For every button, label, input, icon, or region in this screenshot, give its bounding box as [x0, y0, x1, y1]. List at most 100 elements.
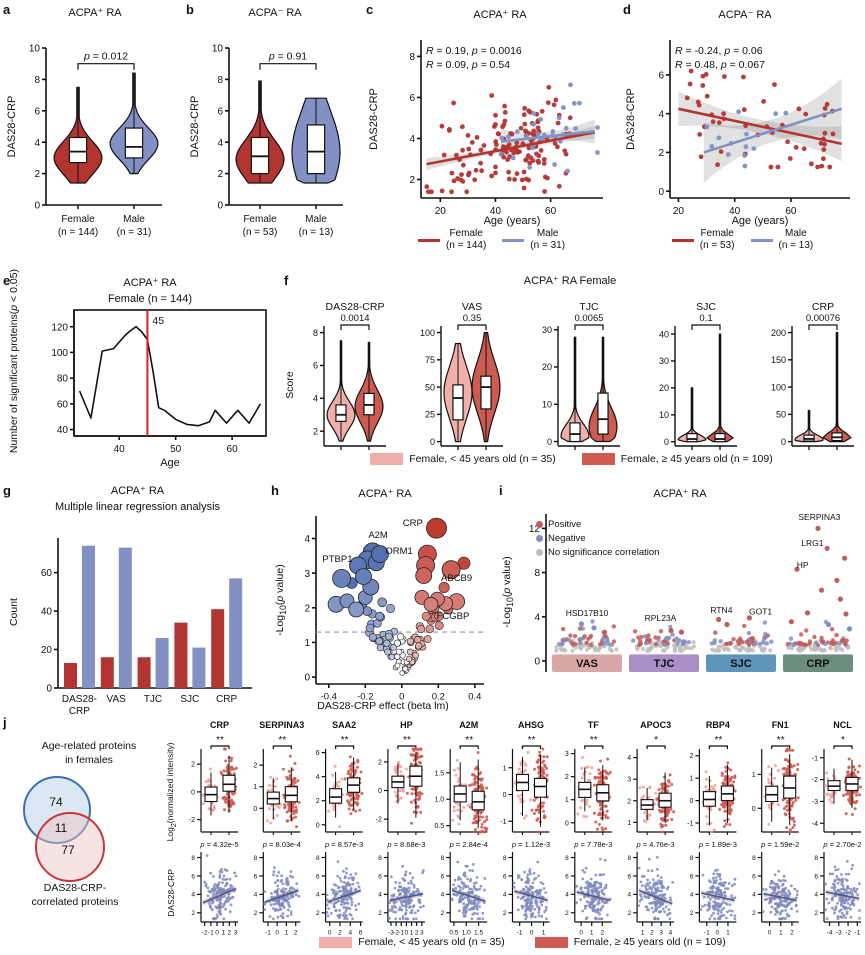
panel-a-title: ACPA⁺ RA	[68, 7, 122, 19]
svg-text:CRP: CRP	[210, 720, 229, 730]
svg-text:30: 30	[659, 356, 669, 366]
svg-text:0: 0	[768, 930, 772, 937]
venn-chart: 74 11 77	[23, 776, 105, 882]
svg-text:**: **	[715, 735, 723, 746]
svg-text:60: 60	[545, 206, 557, 217]
svg-text:1: 1	[726, 930, 730, 937]
panel-g-title-1: ACPA⁺ RA	[110, 485, 165, 497]
panel-d-chart: 0 2 4 6 20 40 60 R = -0.24, p = 0.06 R = 0.48, p…	[620, 0, 865, 265]
svg-text:0: 0	[716, 930, 720, 937]
svg-text:CRP: CRP	[216, 694, 237, 705]
svg-text:6: 6	[217, 106, 223, 117]
legend-item-old: Female, ≥ 45 years old (n = 109)	[581, 453, 773, 465]
svg-text:R = 0.48, p = 0.067: R = 0.48, p = 0.067	[675, 59, 765, 71]
svg-text:**: **	[590, 735, 598, 746]
svg-text:2: 2	[313, 426, 318, 436]
svg-text:60: 60	[41, 568, 53, 579]
young-swatch	[370, 453, 404, 465]
svg-text:10: 10	[212, 44, 224, 55]
panel-f-title: ACPA⁺ RA Female	[523, 275, 617, 287]
svg-text:0: 0	[405, 930, 409, 937]
svg-text:2: 2	[650, 930, 654, 937]
svg-text:0: 0	[328, 930, 332, 937]
svg-text:4: 4	[313, 394, 318, 404]
svg-text:0.00076: 0.00076	[806, 313, 840, 324]
strip-chart: 0 4 8 12 VAS HSD17B10 TJC RPL23A SJC RTN4 GOT1 CRP S…	[529, 512, 853, 672]
svg-text:2: 2	[304, 603, 310, 614]
svg-text:Female: Female	[243, 214, 277, 225]
svg-text:8: 8	[690, 855, 694, 862]
svg-text:6: 6	[316, 750, 320, 757]
svg-text:-4: -4	[827, 930, 833, 937]
svg-text:R = 0.09, p = 0.54: R = 0.09, p = 0.54	[426, 59, 510, 71]
svg-text:2: 2	[253, 763, 257, 770]
svg-text:20: 20	[435, 206, 447, 217]
svg-text:2: 2	[338, 930, 342, 937]
svg-text:-1: -1	[812, 755, 818, 762]
svg-text:40: 40	[114, 444, 126, 455]
svg-text:6: 6	[359, 930, 363, 937]
svg-text:2: 2	[316, 798, 320, 805]
svg-text:4: 4	[669, 930, 673, 937]
svg-text:40: 40	[659, 329, 669, 339]
svg-text:*: *	[654, 735, 658, 746]
svg-text:100: 100	[51, 348, 68, 359]
svg-text:0.0065: 0.0065	[574, 313, 603, 324]
svg-text:100: 100	[771, 382, 786, 392]
svg-text:0: 0	[253, 806, 257, 813]
svg-text:CRP: CRP	[69, 706, 90, 715]
svg-text:CRP: CRP	[806, 658, 829, 670]
legend-item-old: Female, ≥ 45 years old (n = 109)	[534, 936, 726, 948]
svg-text:6: 6	[814, 873, 818, 880]
svg-text:**: **	[403, 735, 411, 746]
svg-text:4: 4	[217, 138, 223, 149]
svg-text:200: 200	[771, 328, 786, 338]
svg-text:8: 8	[752, 855, 756, 862]
svg-text:**: **	[528, 735, 536, 746]
svg-text:DAS28-CRP: DAS28-CRP	[625, 88, 637, 150]
svg-text:0: 0	[752, 806, 756, 813]
svg-text:0.5: 0.5	[449, 930, 458, 937]
svg-text:60: 60	[785, 206, 797, 217]
svg-text:6: 6	[752, 873, 756, 880]
violin-grid-chart: 2468DAS28-CRP0.00140255075100VAS0.350102…	[313, 301, 854, 450]
svg-text:2: 2	[378, 759, 382, 766]
svg-text:0: 0	[534, 657, 540, 668]
svg-text:6: 6	[409, 93, 415, 104]
svg-text:4: 4	[658, 109, 664, 120]
violin-chart: 0 2 4 6 8 10 Female (n = 53) Male (n = 13) p = 0.9…	[189, 44, 343, 238]
svg-text:HP: HP	[400, 720, 413, 730]
panel-j-grid-chart: -2 0 2 CRP ** p = 4.32e-5 2 4 6 8 -2 -1 0 1 2 3 0 1 2 SERPI…	[180, 716, 865, 955]
svg-text:10: 10	[542, 400, 552, 410]
panel-j-legend: Female, < 45 years old (n = 35) Female, …	[180, 936, 865, 948]
svg-text:-1: -1	[687, 821, 693, 828]
panel-e-title-2: Female (n = 144)	[107, 293, 193, 305]
svg-text:VAS: VAS	[462, 301, 482, 313]
svg-text:SAA2: SAA2	[332, 720, 356, 730]
svg-text:25: 25	[425, 410, 435, 420]
svg-text:p = 8.03e-4: p = 8.03e-4	[262, 840, 301, 849]
svg-text:2: 2	[378, 910, 382, 917]
svg-text:NCL: NCL	[833, 720, 852, 730]
young-swatch	[319, 936, 353, 948]
svg-text:RPL23A: RPL23A	[645, 613, 677, 623]
svg-text:4: 4	[348, 930, 352, 937]
svg-text:p = 4.76e-3: p = 4.76e-3	[636, 840, 675, 849]
svg-text:APOC3: APOC3	[640, 720, 671, 730]
panel-f-label: f	[284, 273, 289, 288]
svg-text:3: 3	[304, 569, 310, 580]
svg-text:10: 10	[29, 44, 41, 55]
svg-text:2: 2	[690, 910, 694, 917]
legend-item-positive: Positive	[536, 519, 659, 530]
svg-text:-2: -2	[812, 777, 818, 784]
svg-text:4: 4	[690, 892, 694, 899]
svg-text:(n = 13): (n = 13)	[299, 227, 334, 238]
svg-text:-1: -1	[265, 930, 271, 937]
svg-text:TJC: TJC	[144, 694, 162, 705]
old-swatch	[534, 936, 568, 948]
svg-text:**: **	[777, 735, 785, 746]
panel-c-chart: 2 4 6 8 20 40 60 R = 0.19, p = 0.0016 R = 0.09, …	[363, 0, 620, 265]
line-chart: 40 60 80 100 120 40 50 60 45 Age	[51, 309, 267, 469]
svg-text:0: 0	[399, 692, 404, 703]
svg-text:0: 0	[530, 930, 534, 937]
